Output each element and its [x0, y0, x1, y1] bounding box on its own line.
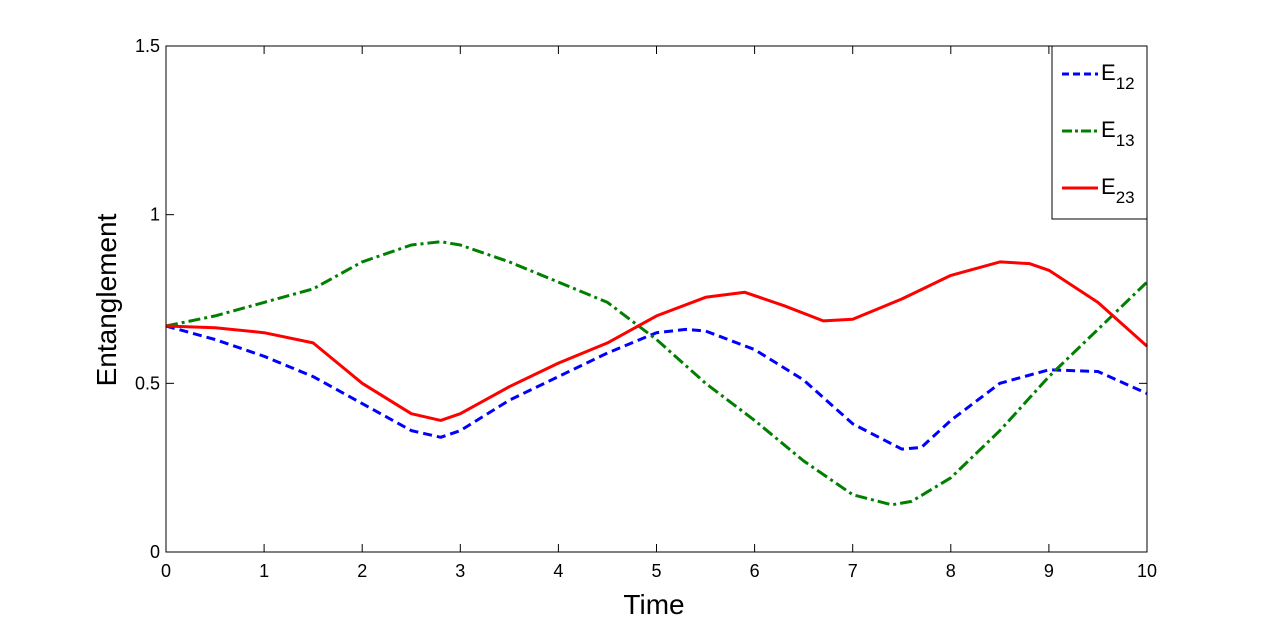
x-tick-label: 6 [750, 561, 760, 581]
y-tick-label: 1.5 [135, 36, 160, 56]
x-tick-label: 0 [161, 561, 171, 581]
x-tick-label: 1 [259, 561, 269, 581]
legend-entry-base: E [1101, 174, 1116, 199]
series-line-13 [165, 240, 1149, 507]
x-tick-label: 3 [455, 561, 465, 581]
legend-entry-base: E [1101, 60, 1116, 85]
legend-entry-12: E12 [1101, 60, 1135, 93]
legend-entry-13: E13 [1101, 117, 1135, 150]
y-tick-label: 0.5 [135, 373, 160, 393]
legend-entry-base: E [1101, 117, 1116, 142]
x-axis: 0 1 2 3 4 5 6 7 8 9 10 [161, 46, 1157, 581]
plot-area [166, 46, 1147, 552]
legend-entry-23: E23 [1101, 174, 1135, 207]
legend-entry-subscript: 13 [1116, 131, 1135, 150]
x-tick-label: 7 [848, 561, 858, 581]
series-line-23 [165, 260, 1148, 422]
y-axis-label: Entanglement [91, 213, 122, 386]
x-tick-label: 10 [1137, 561, 1157, 581]
legend-entry-subscript: 23 [1116, 188, 1135, 207]
x-tick-label: 4 [553, 561, 563, 581]
x-tick-label: 9 [1044, 561, 1054, 581]
series-layer [165, 240, 1149, 507]
x-axis-label: Time [623, 589, 684, 619]
y-tick-label: 1 [150, 205, 160, 225]
x-tick-label: 2 [357, 561, 367, 581]
y-tick-label: 0 [150, 542, 160, 562]
x-tick-label: 5 [651, 561, 661, 581]
series-line-12 [165, 324, 1148, 451]
x-tick-label: 8 [946, 561, 956, 581]
legend-entry-subscript: 12 [1116, 74, 1135, 93]
